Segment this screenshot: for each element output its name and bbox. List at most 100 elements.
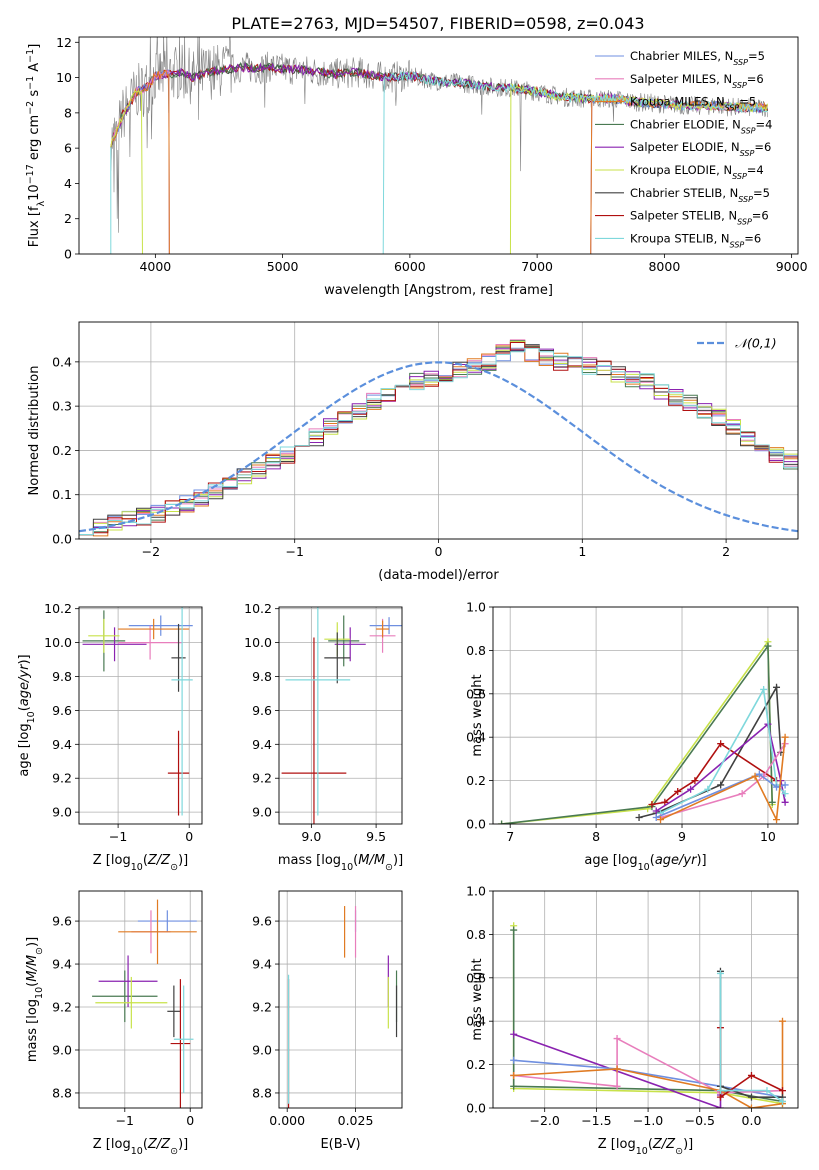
axis-label-part: 10 (131, 1146, 143, 1157)
legend-text: Salpeter STELIB, N (630, 209, 737, 223)
observed-spectrum-line (110, 37, 768, 233)
mass-weight-marker (781, 790, 789, 798)
axis-label-part: M/M (358, 853, 385, 868)
axis-label-part: mass [ (25, 1019, 40, 1062)
y-tick-label: 0.0 (466, 817, 486, 832)
y-tick-label: 9.2 (252, 771, 272, 786)
grid (79, 322, 798, 540)
mass-weight-marker (510, 1082, 518, 1090)
y-tick-label: 4 (64, 176, 72, 191)
mass-weight-marker (704, 785, 712, 793)
y-tick-label: 0.0 (52, 532, 72, 547)
legend-label: Kroupa MILES, NSSP=5 (630, 95, 756, 113)
mass-weight-marker (755, 770, 763, 778)
mass-weight-marker (652, 807, 660, 815)
x-tick-label: −0.5 (685, 1113, 715, 1128)
axes-frame (492, 606, 799, 825)
x-tick-label: −1 (285, 544, 303, 559)
axis-label-part: λ (36, 200, 47, 206)
y-axis-label: mass weight (470, 958, 485, 1040)
axis-label-part: ] (183, 1137, 188, 1152)
axis-label-part: s (27, 90, 42, 101)
y-tick-label: 10.2 (44, 601, 72, 616)
y-tick-label: 0.6 (466, 970, 486, 985)
mass-weight-marker (613, 1065, 621, 1073)
mass-weight-line (638, 684, 782, 819)
panel-mass-vs-Z: −1 08.89.09.29.49.6Z [log10(Z/Z⊙)]mass [l… (25, 890, 203, 1157)
mass-weight-marker (747, 1104, 755, 1108)
panel-weight-vs-Z: −2.0 −1.5 −1.0 −0.5 0.0 0.0 0.2 0.4 0.6 0.8 1.0 Z [… (466, 884, 799, 1157)
y-tick-label: 10 (56, 70, 72, 85)
axis-label-part: ( (650, 853, 655, 868)
axis-label-part: Flux [f (27, 206, 42, 247)
mass-weight-marker (778, 1097, 786, 1105)
axis-label-part: log (17, 723, 32, 743)
y-tick-label: 9.2 (52, 771, 72, 786)
axis-label-part: log (321, 853, 341, 868)
legend-count: =6 (752, 209, 769, 223)
axis-label-part: ] (183, 853, 188, 868)
mass-weight-marker (717, 740, 725, 748)
x-tick-label: 8000 (648, 259, 680, 274)
axis-label-part: ) (683, 1137, 688, 1152)
x-tick-label: 9 (678, 829, 686, 844)
y-tick-label: 12 (56, 35, 72, 50)
x-tick-label: 5000 (267, 259, 299, 274)
mass-weight-marker (674, 787, 682, 795)
y-tick-label: 0.2 (52, 443, 72, 458)
axis-label-part: ] (398, 853, 403, 868)
residual-histogram-step (79, 347, 798, 535)
x-axis-label: age [log10(age/yr)] (584, 853, 706, 873)
grid (79, 607, 202, 824)
y-tick-label: 0.3 (52, 399, 72, 414)
legend-label: Chabrier STELIB, NSSP=5 (630, 186, 770, 204)
axis-label-part: Z [ (598, 1137, 616, 1152)
axis-label-part: ⊙ (385, 862, 393, 873)
legend-sub: SSP (741, 126, 756, 135)
y-tick-label: 10.2 (244, 601, 272, 616)
mass-weight-marker (773, 683, 781, 691)
plot-area (92, 899, 197, 1108)
x-tick-label: 0.0 (742, 1113, 762, 1128)
panel-mass-vs-EBV: 0.000 0.025 8.8 9.0 9.2 9.4 9.6 E(B-V) (252, 890, 403, 1152)
mass-weight-marker (768, 798, 776, 806)
axis-label-part: 10 (26, 711, 37, 723)
mass-weight-marker (747, 1093, 755, 1101)
plot-area (79, 339, 798, 537)
axis-label-part: log (25, 999, 40, 1019)
axis-label-part: log (616, 1137, 636, 1152)
y-tick-label: 9.0 (52, 805, 72, 820)
axes-frame (492, 890, 799, 1109)
legend-label: Salpeter MILES, NSSP=6 (630, 72, 764, 90)
axes-frame (78, 890, 203, 1109)
plot-area (281, 607, 402, 824)
mass-weight-marker (781, 733, 789, 741)
x-tick-label: 0 (186, 1113, 194, 1128)
y-tick-label: 9.4 (252, 957, 272, 972)
panel-age-vs-mass: 9.0 9.5 9.0 9.2 9.4 9.6 9.8 10.0 10.2 mass [log10… (244, 601, 403, 873)
mass-weight-marker (747, 1071, 755, 1079)
y-tick-label: 9.4 (252, 737, 272, 752)
axis-label-part: −17 (25, 164, 36, 184)
x-tick-label: −1 (109, 829, 127, 844)
axis-label-part: ⊙ (34, 947, 45, 955)
axis-label-part: log (111, 853, 131, 868)
mass-weight-marker (652, 813, 660, 821)
plot-area (82, 607, 193, 816)
axis-label-part: age [ (584, 853, 617, 868)
y-tick-label: 10.0 (244, 635, 272, 650)
y-tick-label: 8.8 (252, 1085, 272, 1100)
axis-label-part: M/M (25, 955, 40, 982)
y-tick-label: 2 (64, 211, 72, 226)
axis-label-part: ( (353, 853, 358, 868)
x-axis-label: (data-model)/error (378, 568, 499, 583)
y-tick-label: 0.2 (466, 1057, 486, 1072)
axis-label-part: 10 (636, 1146, 648, 1157)
y-tick-label: 9.6 (52, 914, 72, 929)
legend-count: =5 (739, 95, 756, 109)
mass-weight-marker (778, 1017, 786, 1025)
x-tick-label: 1 (578, 544, 586, 559)
legend-sub: SSP (732, 172, 747, 181)
axis-label-part: Z/Z (652, 1137, 676, 1152)
